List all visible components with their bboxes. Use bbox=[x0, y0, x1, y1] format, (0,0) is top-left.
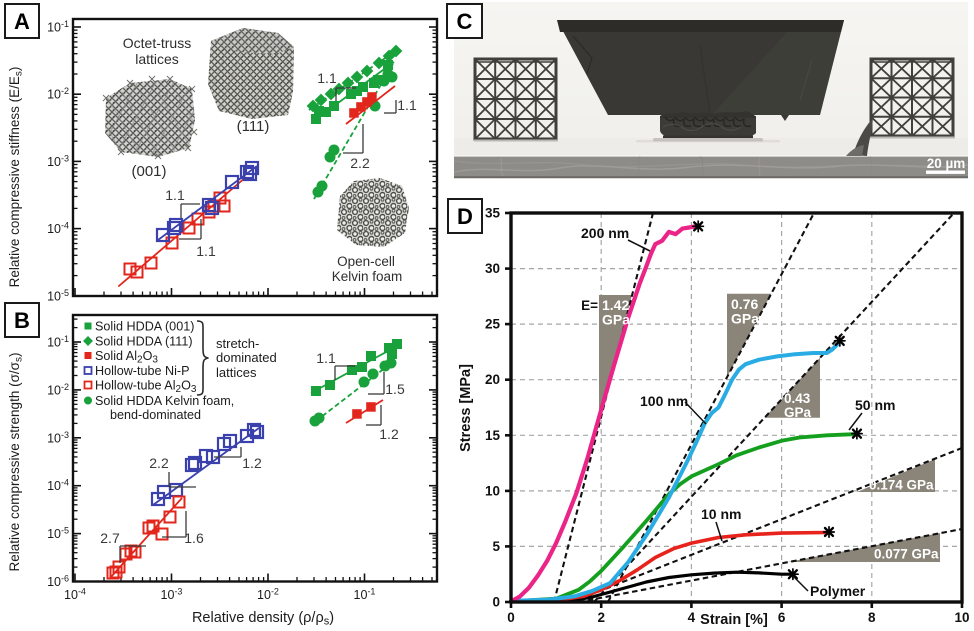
svg-text:4: 4 bbox=[688, 610, 696, 625]
svg-text:1.1: 1.1 bbox=[397, 97, 417, 113]
svg-text:Relative density (ρ/ρs): Relative density (ρ/ρs) bbox=[192, 610, 334, 628]
svg-text:GPa: GPa bbox=[731, 311, 759, 327]
svg-text:100 nm: 100 nm bbox=[640, 393, 688, 409]
svg-text:0.174 GPa: 0.174 GPa bbox=[869, 478, 934, 493]
svg-text:Hollow-tube Ni-P: Hollow-tube Ni-P bbox=[95, 364, 189, 378]
svg-text:GPa: GPa bbox=[784, 405, 812, 420]
svg-text:1.1: 1.1 bbox=[317, 70, 337, 86]
svg-text:Solid HDDA (001): Solid HDDA (001) bbox=[95, 320, 194, 334]
svg-text:Kelvin foam: Kelvin foam bbox=[332, 269, 403, 284]
svg-text:bend-dominated: bend-dominated bbox=[110, 408, 201, 422]
svg-text:E=: E= bbox=[581, 298, 598, 313]
svg-text:lattices: lattices bbox=[216, 365, 257, 380]
svg-text:1.42: 1.42 bbox=[602, 297, 629, 313]
svg-text:1.2: 1.2 bbox=[379, 426, 399, 442]
svg-text:10: 10 bbox=[954, 610, 969, 625]
svg-text:1.5: 1.5 bbox=[385, 381, 405, 397]
svg-text:1.1: 1.1 bbox=[165, 187, 185, 203]
svg-text:30: 30 bbox=[485, 261, 500, 276]
svg-text:10 nm: 10 nm bbox=[701, 506, 741, 522]
svg-text:50 nm: 50 nm bbox=[855, 397, 895, 413]
svg-text:(111): (111) bbox=[237, 118, 270, 135]
svg-text:Solid HDDA (111): Solid HDDA (111) bbox=[95, 335, 193, 349]
svg-text:200 nm: 200 nm bbox=[581, 225, 629, 241]
svg-text:2.2: 2.2 bbox=[350, 155, 370, 171]
svg-text:2.7: 2.7 bbox=[100, 530, 120, 546]
svg-text:Solid Al2O3: Solid Al2O3 bbox=[95, 349, 158, 366]
svg-text:0: 0 bbox=[507, 610, 515, 625]
svg-text:2.2: 2.2 bbox=[149, 455, 169, 471]
svg-text:5: 5 bbox=[492, 539, 500, 554]
svg-text:D: D bbox=[457, 204, 473, 229]
svg-text:1.1: 1.1 bbox=[316, 350, 336, 366]
svg-text:35: 35 bbox=[485, 206, 501, 221]
svg-text:lattices: lattices bbox=[135, 51, 179, 67]
svg-text:0.077 GPa: 0.077 GPa bbox=[874, 547, 939, 562]
svg-text:A: A bbox=[14, 9, 30, 34]
svg-text:8: 8 bbox=[868, 610, 876, 625]
svg-text:1.6: 1.6 bbox=[184, 530, 204, 546]
svg-text:0.76: 0.76 bbox=[731, 296, 758, 312]
svg-text:Relative compressive strength: Relative compressive strength (σ/σs) bbox=[7, 353, 25, 572]
svg-text:Solid HDDA Kelvin foam,: Solid HDDA Kelvin foam, bbox=[95, 394, 234, 408]
svg-text:10: 10 bbox=[485, 483, 500, 498]
svg-text:stretch-: stretch- bbox=[216, 336, 259, 351]
svg-text:0.43: 0.43 bbox=[784, 391, 811, 406]
svg-text:GPa: GPa bbox=[602, 312, 630, 328]
svg-text:6: 6 bbox=[778, 610, 786, 625]
svg-text:15: 15 bbox=[485, 428, 501, 443]
svg-text:Open-cell: Open-cell bbox=[337, 254, 395, 269]
svg-text:2: 2 bbox=[597, 610, 605, 625]
svg-text:Stress [MPa]: Stress [MPa] bbox=[458, 364, 474, 452]
svg-text:1.2: 1.2 bbox=[242, 455, 262, 471]
svg-text:Relative compressive stiffness: Relative compressive stiffness (E/Es) bbox=[7, 67, 25, 288]
svg-text:0: 0 bbox=[492, 595, 500, 610]
svg-text:1.1: 1.1 bbox=[196, 243, 216, 259]
svg-text:Strain [%]: Strain [%] bbox=[700, 612, 768, 628]
svg-text:20 µm: 20 µm bbox=[927, 156, 966, 171]
svg-text:Polymer: Polymer bbox=[810, 583, 866, 599]
svg-text:25: 25 bbox=[485, 317, 501, 332]
svg-text:20: 20 bbox=[485, 372, 500, 387]
svg-text:Octet-truss: Octet-truss bbox=[123, 35, 191, 51]
svg-text:B: B bbox=[14, 308, 30, 333]
svg-text:(001): (001) bbox=[131, 163, 166, 180]
svg-text:dominated: dominated bbox=[216, 350, 277, 365]
svg-text:C: C bbox=[457, 9, 473, 34]
svg-text:Hollow-tube Al2O3: Hollow-tube Al2O3 bbox=[95, 379, 197, 396]
